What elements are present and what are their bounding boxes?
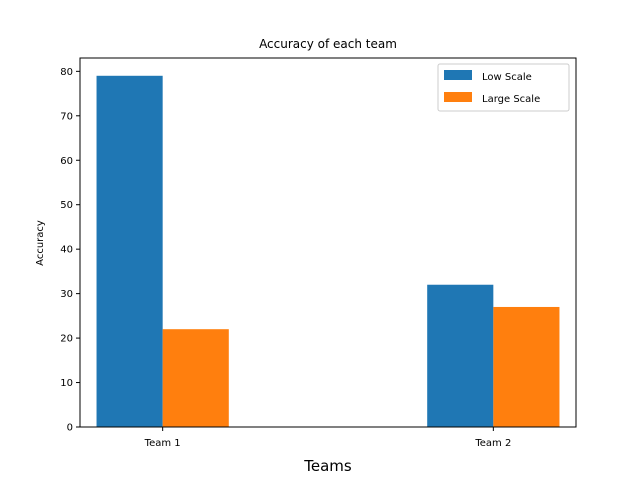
y-tick-label: 50 xyxy=(60,200,73,211)
y-tick-label: 70 xyxy=(60,111,73,122)
x-axis-label: Teams xyxy=(303,457,352,475)
chart-title: Accuracy of each team xyxy=(259,37,397,51)
y-tick-label: 20 xyxy=(60,334,73,345)
bar-low-scale-team-2 xyxy=(427,284,494,427)
y-tick-label: 80 xyxy=(60,67,73,78)
y-axis-ticks: 0 10 20 30 40 50 60 70 80 xyxy=(60,67,80,434)
plot-frame xyxy=(79,57,577,428)
legend-swatch-large-scale xyxy=(444,92,472,102)
x-axis-ticks: Team 1 Team 2 xyxy=(144,427,511,449)
x-tick-label: Team 2 xyxy=(474,438,511,449)
bar-low-scale-team-1 xyxy=(96,75,163,427)
legend-label-large-scale: Large Scale xyxy=(482,94,540,105)
y-tick-label: 40 xyxy=(60,245,73,256)
bars-layer xyxy=(96,75,560,427)
bar-large-scale-team-1 xyxy=(162,329,229,427)
legend: Low Scale Large Scale xyxy=(437,63,570,112)
y-tick-label: 60 xyxy=(60,156,73,167)
x-tick-label: Team 1 xyxy=(144,438,181,449)
bar-large-scale-team-2 xyxy=(493,306,560,427)
y-axis-label: Accuracy xyxy=(35,220,46,266)
y-tick-label: 0 xyxy=(67,423,73,434)
legend-label-low-scale: Low Scale xyxy=(482,72,532,83)
y-tick-label: 30 xyxy=(60,289,73,300)
legend-swatch-low-scale xyxy=(444,70,472,80)
y-tick-label: 10 xyxy=(60,378,73,389)
